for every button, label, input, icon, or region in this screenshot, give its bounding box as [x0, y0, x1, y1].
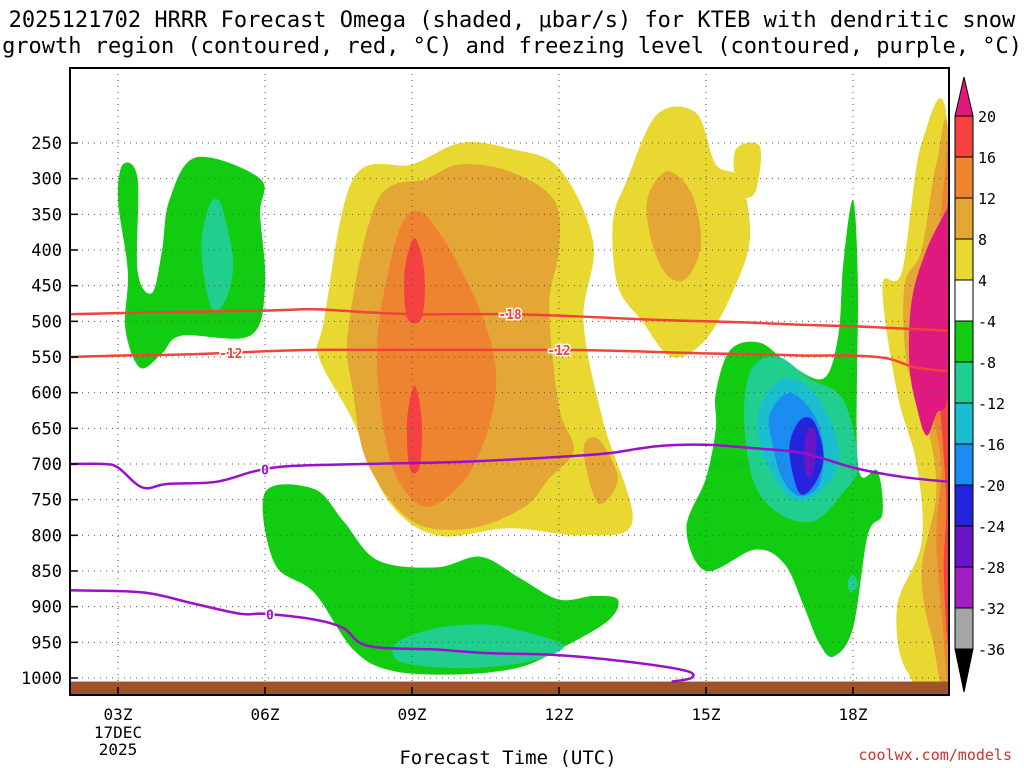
- colorbar-bin-13: [954, 607, 974, 650]
- y-tick-label-1000: 1000: [21, 669, 62, 689]
- y-tick-label-900: 900: [31, 598, 62, 618]
- omega-region-sink-right-m24: [803, 427, 817, 477]
- y-tick-label-500: 500: [31, 312, 62, 332]
- colorbar-bin-8: [954, 402, 974, 445]
- x-tick-label-12Z: 12Z: [545, 705, 574, 724]
- y-tick-label-950: 950: [31, 633, 62, 653]
- colorbar-bin-12: [954, 566, 974, 609]
- omega-region-lift-east-20: [908, 193, 949, 436]
- colorbar-bin-5: [954, 279, 974, 322]
- colorbar-label-m12: -12: [978, 395, 1005, 413]
- colorbar-label-m32: -32: [978, 600, 1005, 618]
- omega-region-sink-right-low-m8: [848, 574, 858, 593]
- x-tick-label-18Z: 18Z: [839, 705, 868, 724]
- y-tick-label-650: 650: [31, 419, 62, 439]
- x-axis-label: Forecast Time (UTC): [399, 747, 616, 768]
- y-tick-label-450: 450: [31, 277, 62, 297]
- colorbar-label-4: 4: [978, 272, 987, 290]
- y-tick-label-400: 400: [31, 241, 62, 261]
- chart-title-line-2: growth region (contoured, red, °C) and f…: [2, 34, 1022, 59]
- colorbar-label-m4: -4: [978, 313, 996, 331]
- x-tick-label-09Z: 09Z: [398, 705, 427, 724]
- y-tick-label-600: 600: [31, 384, 62, 404]
- colorbar-label-m16: -16: [978, 436, 1005, 454]
- colorbar-bin-4: [954, 238, 974, 281]
- y-tick-label-800: 800: [31, 526, 62, 546]
- colorbar-bin-9: [954, 443, 974, 486]
- chart-title-line-1: 2025121702 HRRR Forecast Omega (shaded, …: [8, 8, 1016, 33]
- omega-region-lift-1530-4: [733, 142, 762, 198]
- x-tick-label-06Z: 06Z: [251, 705, 280, 724]
- colorbar-label-m28: -28: [978, 559, 1005, 577]
- colorbar-label-m24: -24: [978, 518, 1005, 536]
- y-tick-label-300: 300: [31, 170, 62, 190]
- y-tick-label-250: 250: [31, 134, 62, 154]
- colorbar-bin-7: [954, 361, 974, 404]
- svg-text:0: 0: [261, 464, 269, 479]
- colorbar-bottom-arrow: [954, 648, 974, 693]
- x-tick-sublabel-1: 2025: [99, 740, 138, 759]
- y-tick-label-350: 350: [31, 205, 62, 225]
- colorbar-bin-2: [954, 156, 974, 199]
- svg-text:-18: -18: [498, 308, 522, 323]
- x-tick-sublabel-0: 17DEC: [94, 723, 142, 742]
- colorbar-label-m20: -20: [978, 477, 1005, 495]
- colorbar-bin-11: [954, 525, 974, 568]
- y-tick-label-550: 550: [31, 348, 62, 368]
- colorbar-bin-3: [954, 197, 974, 240]
- colorbar-top-arrow: [954, 76, 974, 117]
- freezing-label-1: 0: [264, 607, 275, 625]
- colorbar-label-20: 20: [978, 108, 996, 126]
- dendritic-contour-0: [70, 307, 949, 332]
- colorbar-bin-10: [954, 484, 974, 527]
- source-credit[interactable]: coolwx.com/models: [858, 746, 1012, 764]
- dendritic-label-m12-b: -12: [546, 342, 572, 360]
- omega-region-sink-lower-m4: [262, 484, 619, 675]
- omega-region-sink-upper-left-m4: [117, 156, 266, 369]
- colorbar-label-m36: -36: [978, 641, 1005, 659]
- freezing-contour-0: [70, 443, 949, 490]
- y-tick-label-750: 750: [31, 491, 62, 511]
- omega-region-lift-main-16: [404, 237, 425, 324]
- colorbar-label-12: 12: [978, 190, 996, 208]
- omega-region-sink-upper-left-m8: [201, 199, 234, 311]
- omega-region-sink-lower-m8: [392, 624, 565, 669]
- freezing-label-0: 0: [260, 462, 271, 480]
- x-tick-label-15Z: 15Z: [692, 705, 721, 724]
- colorbar-bin-6: [954, 320, 974, 363]
- colorbar-bin-1: [954, 115, 974, 158]
- x-tick-label-03Z: 03Z: [104, 705, 133, 724]
- y-tick-label-850: 850: [31, 562, 62, 582]
- svg-text:0: 0: [266, 608, 274, 623]
- colorbar-label-m8: -8: [978, 354, 996, 372]
- colorbar-label-16: 16: [978, 149, 996, 167]
- freezing-contour-1: [70, 589, 695, 683]
- y-tick-label-700: 700: [31, 455, 62, 475]
- svg-text:-12: -12: [547, 344, 570, 359]
- colorbar-label-8: 8: [978, 231, 987, 249]
- plot-frame: [69, 67, 950, 696]
- dendritic-label-m18: -18: [497, 307, 524, 325]
- ground-band: [70, 681, 949, 695]
- svg-text:-12: -12: [219, 347, 242, 362]
- omega-region-lift-main-16: [406, 385, 423, 474]
- omega-region-lift-1430-8: [646, 171, 702, 282]
- dendritic-contour-1: [70, 348, 949, 373]
- dendritic-label-m12-a: -12: [217, 345, 243, 363]
